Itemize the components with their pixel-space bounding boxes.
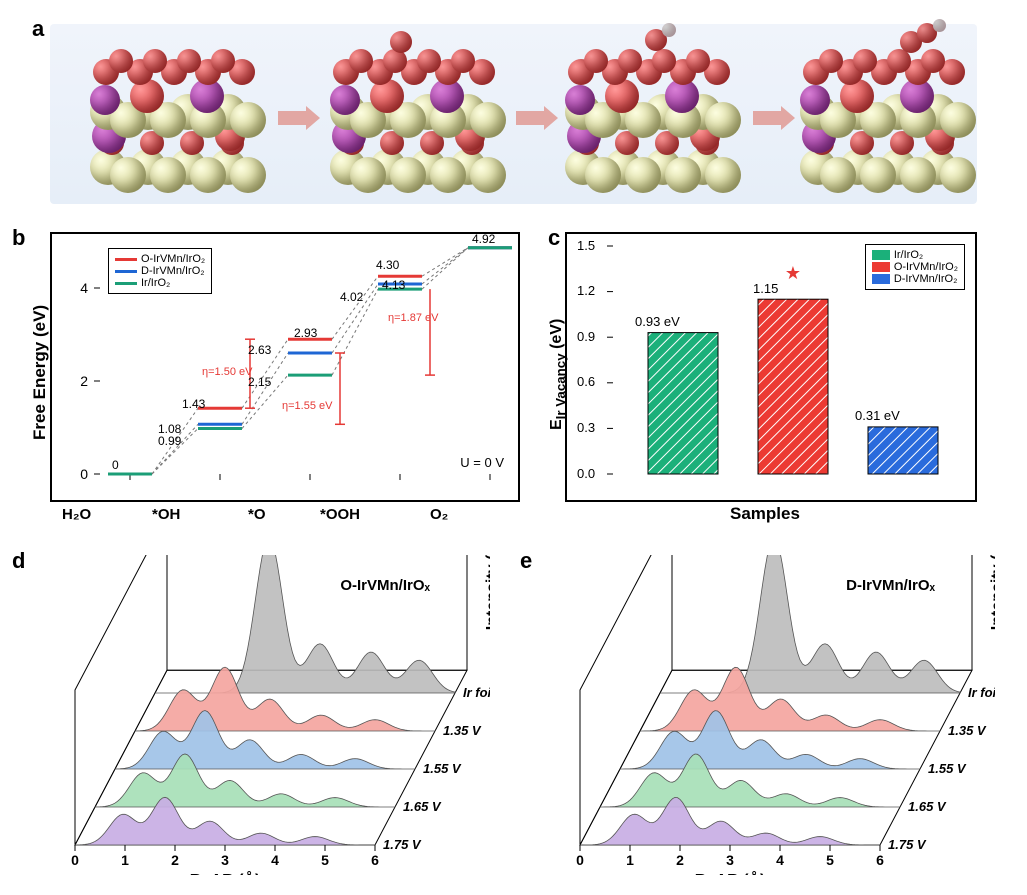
yc5: 1.5 bbox=[577, 238, 595, 253]
xb-2: *OH bbox=[152, 506, 180, 523]
xb-5: O₂ bbox=[430, 506, 448, 523]
reaction-arrow-2 bbox=[516, 106, 561, 130]
svg-text:1.65 V: 1.65 V bbox=[908, 799, 947, 814]
svg-text:2: 2 bbox=[676, 852, 684, 868]
bar2-val: 1.15 bbox=[753, 281, 778, 296]
panel-b-ylabel: Free Energy (eV) bbox=[30, 305, 50, 440]
eta-Ir: η=1.87 eV bbox=[388, 312, 438, 324]
svg-text:1: 1 bbox=[121, 852, 129, 868]
panel-e-label: e bbox=[520, 548, 532, 574]
panel-d-svg: Ir foil 1.35 V 1.55 V 1.65 V 1.75 V 0 1 2 3 4 5 6 R+… bbox=[30, 555, 490, 875]
svg-text:6: 6 bbox=[876, 852, 884, 868]
yc3: 0.9 bbox=[577, 329, 595, 344]
svg-text:R+ΔR (Å): R+ΔR (Å) bbox=[695, 870, 766, 875]
svg-text:4: 4 bbox=[776, 852, 784, 868]
svg-text:2: 2 bbox=[80, 373, 88, 389]
struct-4 bbox=[805, 39, 980, 189]
svg-text:2: 2 bbox=[171, 852, 179, 868]
reaction-arrow-1 bbox=[278, 106, 323, 130]
panel-c-xlabel: Samples bbox=[730, 504, 800, 524]
panel-b-label: b bbox=[12, 225, 25, 251]
svg-text:4: 4 bbox=[80, 280, 88, 296]
svg-text:5: 5 bbox=[826, 852, 834, 868]
val-OOH-O: 4.30 bbox=[376, 258, 399, 272]
panel-e-svg: Ir foil 1.35 V 1.55 V 1.65 V 1.75 V 0 1 2 3 4 5 6 R+… bbox=[535, 555, 995, 875]
svg-text:Intensity (a.u.): Intensity (a.u.) bbox=[989, 555, 995, 630]
xb-1: H₂O bbox=[62, 506, 91, 523]
svg-text:0: 0 bbox=[576, 852, 584, 868]
svg-text:1.75 V: 1.75 V bbox=[888, 837, 927, 852]
eta-O: η=1.50 eV bbox=[202, 366, 252, 378]
svg-text:1.65 V: 1.65 V bbox=[403, 799, 442, 814]
val-OOH-Ir: 4.02 bbox=[340, 290, 363, 304]
panel-a-schematic bbox=[50, 24, 977, 204]
val-O-O: 2.93 bbox=[294, 326, 317, 340]
panel-b-chart: 0 2 4 bbox=[50, 232, 520, 502]
annot-zero: 0 bbox=[112, 458, 119, 472]
svg-text:1.55 V: 1.55 V bbox=[423, 761, 462, 776]
svg-text:1.55 V: 1.55 V bbox=[928, 761, 967, 776]
svg-text:★: ★ bbox=[785, 263, 801, 283]
panel-e-title: D-IrVMn/IrOₓ bbox=[846, 577, 935, 594]
yc0: 0.0 bbox=[577, 466, 595, 481]
svg-text:5: 5 bbox=[321, 852, 329, 868]
panel-c-legend: Ir/IrO₂ O-IrVMn/IrO₂ D-IrVMn/IrO₂ bbox=[865, 244, 965, 290]
panel-b-legend: O-IrVMn/IrO₂ D-IrVMn/IrO₂ Ir/IrO₂ bbox=[108, 248, 212, 294]
leg-c-2: O-IrVMn/IrO₂ bbox=[894, 261, 958, 273]
panel-a-label: a bbox=[32, 16, 44, 42]
panel-c-chart: ★ 0.0 0.3 0.6 0.9 1.2 1.5 0.93 eV 1.15 0… bbox=[565, 232, 977, 502]
struct-3 bbox=[570, 39, 745, 189]
yc1: 0.3 bbox=[577, 420, 595, 435]
eta-D: η=1.55 eV bbox=[282, 400, 332, 412]
svg-text:1.35 V: 1.35 V bbox=[948, 723, 987, 738]
val-OH-Ir: 0.99 bbox=[158, 434, 181, 448]
svg-text:0: 0 bbox=[80, 466, 88, 482]
val-OH-O: 1.43 bbox=[182, 397, 205, 411]
svg-text:3: 3 bbox=[221, 852, 229, 868]
svg-text:1: 1 bbox=[626, 852, 634, 868]
svg-text:0: 0 bbox=[71, 852, 79, 868]
struct-1 bbox=[95, 39, 270, 189]
val-OOH-D: 4.13 bbox=[382, 278, 405, 292]
bar1-val: 0.93 eV bbox=[635, 314, 680, 329]
leg-c-3: D-IrVMn/IrO₂ bbox=[894, 273, 958, 285]
reaction-arrow-3 bbox=[753, 106, 798, 130]
svg-text:6: 6 bbox=[371, 852, 379, 868]
val-O-D: 2.63 bbox=[248, 343, 271, 357]
panel-d-label: d bbox=[12, 548, 25, 574]
svg-text:1.35 V: 1.35 V bbox=[443, 723, 482, 738]
xb-3: *O bbox=[248, 506, 266, 523]
panel-d-chart: Ir foil 1.35 V 1.55 V 1.65 V 1.75 V 0 1 2 3 4 5 6 R+… bbox=[30, 555, 490, 875]
xb-4: *OOH bbox=[320, 506, 360, 523]
struct-2 bbox=[335, 39, 510, 189]
yc2: 0.6 bbox=[577, 374, 595, 389]
panel-e-chart: Ir foil 1.35 V 1.55 V 1.65 V 1.75 V 0 1 2 3 4 5 6 R+… bbox=[535, 555, 995, 875]
svg-text:Intensity (a.u.): Intensity (a.u.) bbox=[484, 555, 490, 630]
svg-text:4: 4 bbox=[271, 852, 279, 868]
svg-text:R+ΔR (Å): R+ΔR (Å) bbox=[190, 870, 261, 875]
panel-c-label: c bbox=[548, 225, 560, 251]
yc4: 1.2 bbox=[577, 283, 595, 298]
bar3-val: 0.31 eV bbox=[855, 408, 900, 423]
val-O2: 4.92 bbox=[472, 232, 495, 246]
leg-c-1: Ir/IrO₂ bbox=[894, 249, 923, 261]
panel-c-ylabel: EIr Vacancy (eV) bbox=[548, 319, 568, 430]
legend-item-O: O-IrVMn/IrO₂ bbox=[141, 253, 205, 265]
svg-text:Ir foil: Ir foil bbox=[463, 685, 490, 700]
svg-text:Ir foil: Ir foil bbox=[968, 685, 995, 700]
svg-text:3: 3 bbox=[726, 852, 734, 868]
legend-item-Ir: Ir/IrO₂ bbox=[141, 277, 170, 289]
svg-text:1.75 V: 1.75 V bbox=[383, 837, 422, 852]
panel-d-title: O-IrVMn/IrOₓ bbox=[340, 577, 430, 594]
condition-label: U = 0 V bbox=[460, 455, 504, 470]
legend-item-D: D-IrVMn/IrO₂ bbox=[141, 265, 205, 277]
